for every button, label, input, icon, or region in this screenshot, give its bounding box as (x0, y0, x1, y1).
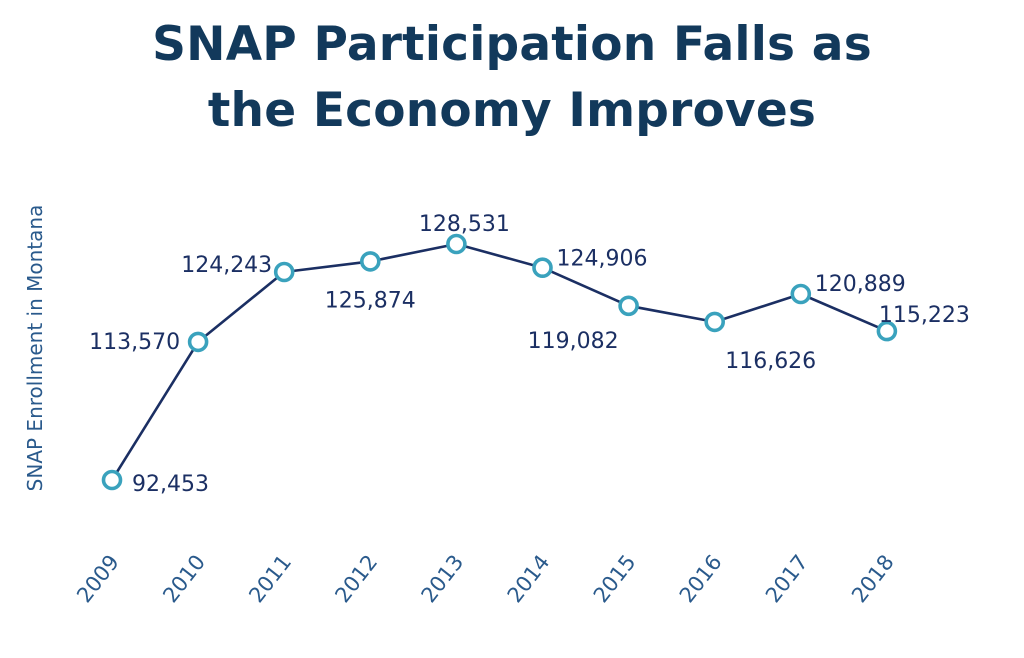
chart-title-line-2: the Economy Improves (207, 83, 817, 138)
data-label-2013: 128,531 (419, 212, 510, 237)
data-label-2017: 120,889 (815, 272, 906, 297)
data-point-2013 (446, 233, 467, 255)
data-label-2018: 115,223 (879, 303, 970, 328)
data-label-2014: 124,906 (557, 247, 648, 272)
x-tick-label-2009: 2009 (72, 550, 124, 607)
data-label-2011: 124,243 (181, 253, 272, 278)
x-tick-label-2014: 2014 (503, 550, 555, 607)
x-tick-label-2011: 2011 (244, 550, 296, 607)
data-label-2009: 92,453 (132, 472, 209, 497)
data-point-2017 (790, 283, 812, 305)
data-point-2014 (532, 257, 553, 279)
data-point-2010 (187, 331, 209, 353)
y-axis-label: SNAP Enrollment in Montana (23, 205, 47, 492)
data-label-2010: 113,570 (89, 330, 180, 355)
data-point-2016 (704, 311, 726, 333)
data-point-2009 (101, 469, 123, 491)
x-axis-ticks: 2009 2010 2011 2012 2013 2014 2015 2016 2017 2018 (72, 550, 899, 607)
x-tick-label-2013: 2013 (417, 550, 469, 607)
x-tick-label-2015: 2015 (589, 550, 641, 607)
data-point-2011 (273, 261, 295, 283)
data-label-2015: 119,082 (528, 329, 619, 354)
x-tick-label-2017: 2017 (761, 550, 813, 607)
data-label-2012: 125,874 (325, 288, 416, 313)
series-line (110, 242, 888, 481)
data-label-2016: 116,626 (725, 349, 816, 374)
x-tick-label-2016: 2016 (675, 550, 727, 607)
chart-title-line-1: SNAP Participation Falls as (152, 17, 872, 72)
data-point-2012 (359, 251, 381, 272)
series-group: 92,453 113,570 124,243 125,874 128,531 124,90… (89, 212, 970, 497)
chart-title: SNAP Participation Falls as the Economy … (0, 12, 1024, 144)
x-tick-label-2010: 2010 (158, 550, 210, 607)
x-tick-label-2012: 2012 (330, 550, 382, 607)
data-point-2015 (618, 295, 639, 317)
x-tick-label-2018: 2018 (847, 550, 899, 607)
data-point-2018 (876, 320, 898, 342)
